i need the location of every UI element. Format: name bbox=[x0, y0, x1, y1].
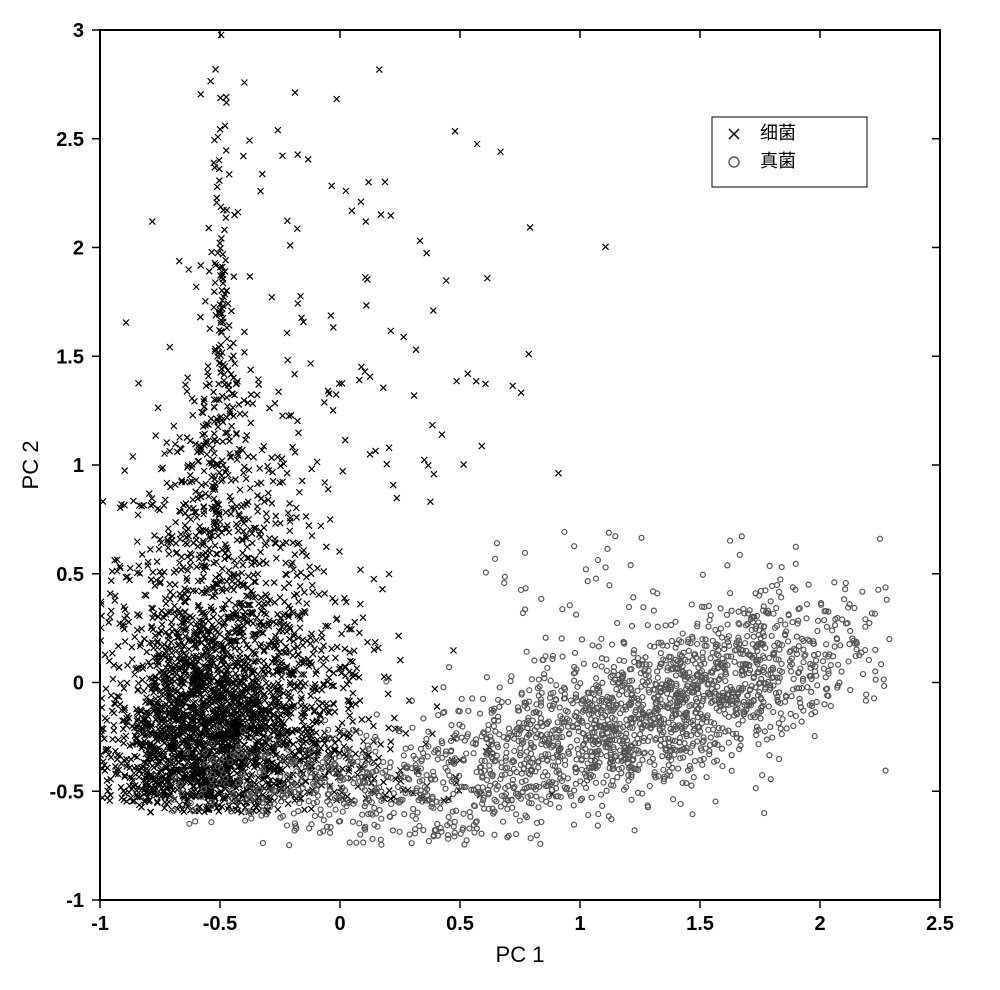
chart-svg: -1 -0.5 0 0.5 1 1.5 2 2.5 -1 -0.5 0 0.5 1 1.5 2 2.5 3 PC … bbox=[0, 0, 1000, 990]
y-axis-label: PC 2 bbox=[18, 441, 43, 490]
y-tick-label: 2 bbox=[73, 238, 84, 260]
y-tick-label: 2.5 bbox=[56, 129, 84, 151]
pca-scatter-chart: -1 -0.5 0 0.5 1 1.5 2 2.5 -1 -0.5 0 0.5 1 1.5 2 2.5 3 PC … bbox=[0, 0, 1000, 990]
legend-label-0: 细菌 bbox=[760, 123, 796, 143]
legend-label-1: 真菌 bbox=[760, 151, 796, 171]
y-tick-label: 1 bbox=[73, 455, 84, 477]
y-tick-label: 0 bbox=[73, 673, 84, 695]
x-tick-label: -1 bbox=[91, 913, 109, 935]
x-tick-label: 0 bbox=[334, 913, 345, 935]
y-tick-label: 1.5 bbox=[56, 346, 84, 368]
x-tick-label: 1 bbox=[574, 913, 585, 935]
y-tick-label: 3 bbox=[73, 20, 84, 42]
y-tick-label: 0.5 bbox=[56, 564, 84, 586]
series-bacteria bbox=[97, 32, 608, 816]
y-tick-label: -0.5 bbox=[50, 781, 84, 803]
x-axis-label: PC 1 bbox=[496, 942, 545, 967]
legend: 细菌真菌 bbox=[712, 117, 867, 187]
y-tick-label: -1 bbox=[66, 890, 84, 912]
x-tick-label: 2 bbox=[814, 913, 825, 935]
x-tick-label: 2.5 bbox=[926, 913, 954, 935]
x-tick-label: 0.5 bbox=[446, 913, 474, 935]
x-tick-label: -0.5 bbox=[203, 913, 237, 935]
x-tick-label: 1.5 bbox=[686, 913, 714, 935]
